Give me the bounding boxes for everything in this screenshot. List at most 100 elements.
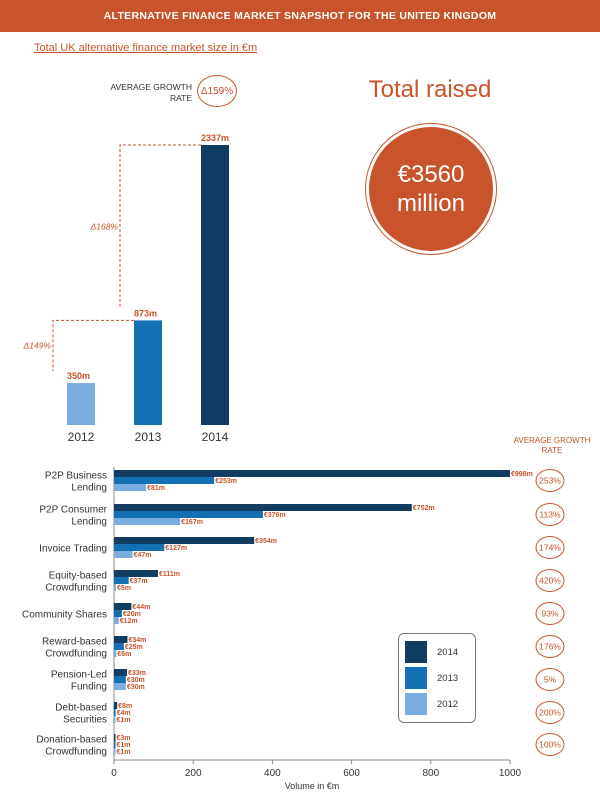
segment-bar-value-2013: €127m: [165, 545, 187, 552]
segment-bar-value-2014: €44m: [132, 604, 150, 611]
segment-bar-2012: [114, 518, 181, 525]
segment-growth-value: 200%: [539, 708, 561, 718]
segment-label: Reward-based: [42, 637, 107, 648]
segment-label: Pension-Led: [51, 670, 107, 681]
growth-column-header: AVERAGE GROWTH RATE: [513, 436, 591, 455]
segment-label: Lending: [71, 517, 107, 528]
growth-label-2012-2013: Δ149%: [23, 341, 52, 351]
segment-bar-2012: [114, 551, 133, 558]
segment-bar-2014: [114, 734, 116, 741]
segment-bar-value-2012: €1m: [117, 749, 131, 756]
segment-growth-circle: [535, 503, 565, 526]
legend-label-2012: 2012: [437, 698, 459, 710]
segment-bar-2013: [114, 676, 126, 683]
segment-bar-2012: [114, 650, 117, 657]
segment-bar-2013: [114, 741, 116, 748]
segment-bar-value-2014: €354m: [255, 538, 277, 545]
segment-bar-value-2013: €253m: [215, 478, 237, 485]
segment-bar-value-2012: €12m: [120, 618, 138, 625]
x-tick-label: 0: [111, 768, 117, 779]
segment-bar-2013: [114, 544, 165, 551]
segment-bar-2013: [114, 709, 116, 716]
segment-bar-2014: [114, 603, 132, 610]
segment-label: Securities: [63, 715, 107, 726]
segment-growth-circle: [535, 668, 565, 691]
segment-bar-value-2014: €752m: [413, 505, 435, 512]
segment-growth-circle: [535, 569, 565, 592]
year-axis-label-2014: 2014: [202, 430, 229, 444]
x-axis-title: Volume in €m: [285, 781, 340, 791]
segment-bar-value-2014: €8m: [118, 703, 132, 710]
total-raised-title: Total raised: [368, 76, 492, 103]
chart-subtitle: Total UK alternative finance market size…: [34, 42, 258, 54]
segment-bar-2012: [114, 584, 116, 591]
segment-bar-2012: [114, 716, 116, 723]
growth-connector-2012-2013: [52, 319, 134, 372]
segment-bar-2012: [114, 617, 119, 624]
segment-label: Funding: [71, 682, 107, 693]
segment-bar-value-2012: €5m: [117, 585, 131, 592]
segment-bar-value-2013: €25m: [125, 644, 143, 651]
segment-bar-value-2014: €3m: [117, 735, 131, 742]
segment-label: Invoice Trading: [39, 544, 107, 555]
segment-bar-2013: [114, 577, 129, 584]
segment-bar-value-2013: €1m: [117, 742, 131, 749]
year-bar-value-2014: 2337m: [201, 133, 229, 143]
segment-label: Crowdfunding: [45, 649, 107, 660]
year-axis-label-2013: 2013: [135, 430, 162, 444]
segment-bar-value-2013: €20m: [123, 611, 141, 618]
growth-label-2013-2014: Δ168%: [90, 222, 119, 232]
segment-bar-2014: [114, 504, 412, 511]
x-tick-label: 1000: [499, 768, 522, 779]
segment-label: Debt-based: [55, 703, 107, 714]
segment-bar-2012: [114, 484, 147, 491]
segment-bar-value-2012: €81m: [147, 485, 165, 492]
segment-growth-value: 100%: [539, 740, 561, 750]
year-bar-2014: [201, 145, 229, 425]
segment-bar-value-2014: €111m: [159, 571, 180, 578]
segment-label: Community Shares: [22, 610, 107, 621]
average-growth-label: AVERAGE GROWTH RATE: [110, 82, 192, 103]
segment-growth-value: 420%: [539, 576, 561, 586]
legend: 2014 2013 2012: [398, 633, 476, 723]
legend-item-2014: 2014: [405, 641, 458, 663]
segment-growth-circle: [535, 701, 565, 724]
average-growth-badge: Δ159%: [197, 75, 237, 107]
segment-bar-value-2012: €30m: [127, 684, 145, 691]
segment-bar-value-2013: €4m: [117, 710, 131, 717]
legend-item-2012: 2012: [405, 693, 458, 715]
segment-growth-circle: [535, 635, 565, 658]
year-axis-label-2012: 2012: [68, 430, 95, 444]
segment-growth-value: 253%: [539, 476, 561, 486]
header-title: ALTERNATIVE FINANCE MARKET SNAPSHOT FOR …: [103, 10, 497, 22]
segment-bar-2013: [114, 610, 122, 617]
segment-growth-value: 5%: [544, 675, 557, 685]
segment-bar-value-2014: €998m: [511, 471, 533, 478]
growth-connector-2013-2014: [119, 144, 201, 309]
year-bar-2013: [134, 320, 162, 425]
legend-item-2013: 2013: [405, 667, 458, 689]
segment-growth-circle: [535, 536, 565, 559]
segment-label: P2P Business: [45, 471, 107, 482]
segment-bar-2014: [114, 636, 128, 643]
segment-bar-value-2014: €33m: [128, 670, 146, 677]
segment-bar-2014: [114, 669, 128, 676]
legend-label-2014: 2014: [437, 646, 459, 658]
segment-label: Donation-based: [36, 735, 107, 746]
segment-bar-2012: [114, 683, 126, 690]
segment-bar-value-2014: €34m: [128, 637, 146, 644]
legend-swatch-2013: [405, 667, 427, 689]
segment-growth-circle: [535, 469, 565, 492]
x-tick-label: 200: [185, 768, 202, 779]
year-bar-value-2012: 350m: [67, 371, 90, 381]
segment-growth-value: 93%: [541, 609, 558, 619]
segment-label: Lending: [71, 483, 107, 494]
x-tick-label: 800: [422, 768, 439, 779]
legend-swatch-2014: [405, 641, 427, 663]
segment-bar-2012: [114, 748, 116, 755]
segment-growth-value: 176%: [539, 642, 561, 652]
average-growth-value: Δ159%: [200, 85, 234, 97]
segment-label: P2P Consumer: [39, 505, 107, 516]
segment-bar-2013: [114, 643, 124, 650]
segment-bar-value-2012: €47m: [134, 552, 152, 559]
